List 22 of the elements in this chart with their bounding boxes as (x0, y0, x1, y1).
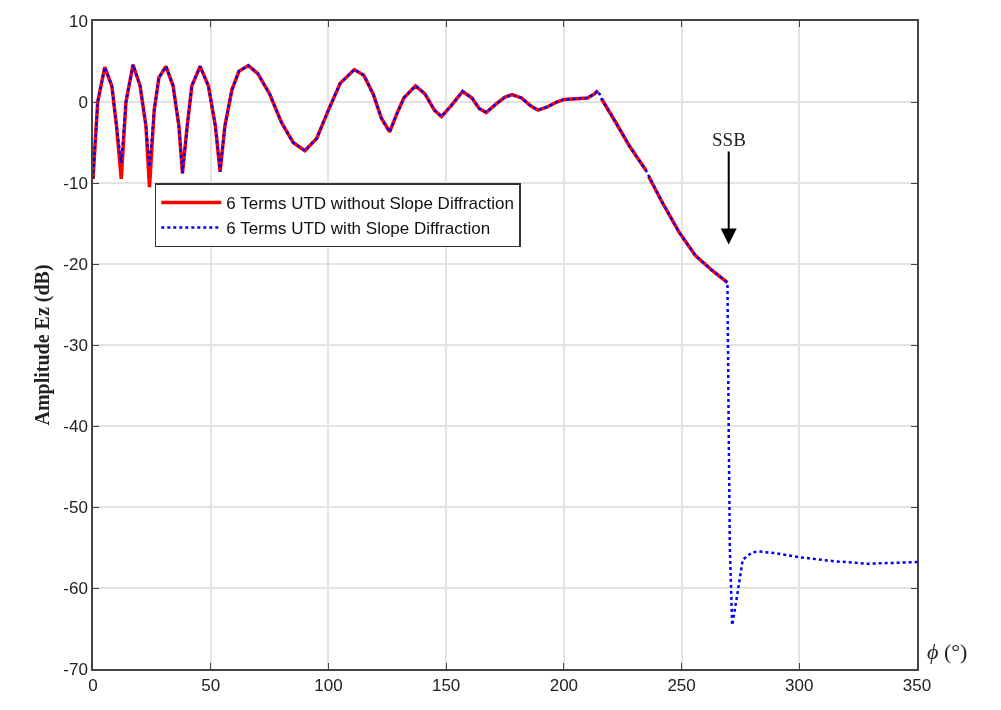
y-tick-label: -70 (63, 659, 88, 679)
x-tick-label: 150 (431, 676, 461, 696)
x-axis-title: ϕ (°) (927, 639, 968, 664)
x-tick-label: 350 (902, 676, 932, 696)
y-tick-label: 0 (78, 92, 88, 112)
legend-label: 6 Terms UTD with Slope Diffraction (226, 219, 491, 239)
x-tick-label: 100 (314, 676, 343, 696)
x-tick-label: 200 (549, 676, 579, 696)
y-tick-label: -10 (63, 173, 88, 193)
annotation: SSB (712, 129, 746, 150)
y-tick-label: -30 (63, 335, 88, 355)
x-tick-label: 250 (667, 676, 696, 696)
y-tick-label: -40 (63, 416, 88, 436)
y-tick-label: -60 (63, 578, 88, 598)
legend-label: 6 Terms UTD without Slope Diffraction (226, 194, 514, 214)
line-series (93, 63, 917, 627)
y-axis-title: Amplitude Ez (dB) (31, 264, 55, 426)
y-tick-label: -50 (63, 497, 88, 517)
y-tick-label: 10 (68, 11, 88, 31)
x-tick-label: 300 (785, 676, 814, 696)
x-tick-label: 50 (201, 676, 221, 696)
y-tick-label: -20 (63, 254, 88, 274)
